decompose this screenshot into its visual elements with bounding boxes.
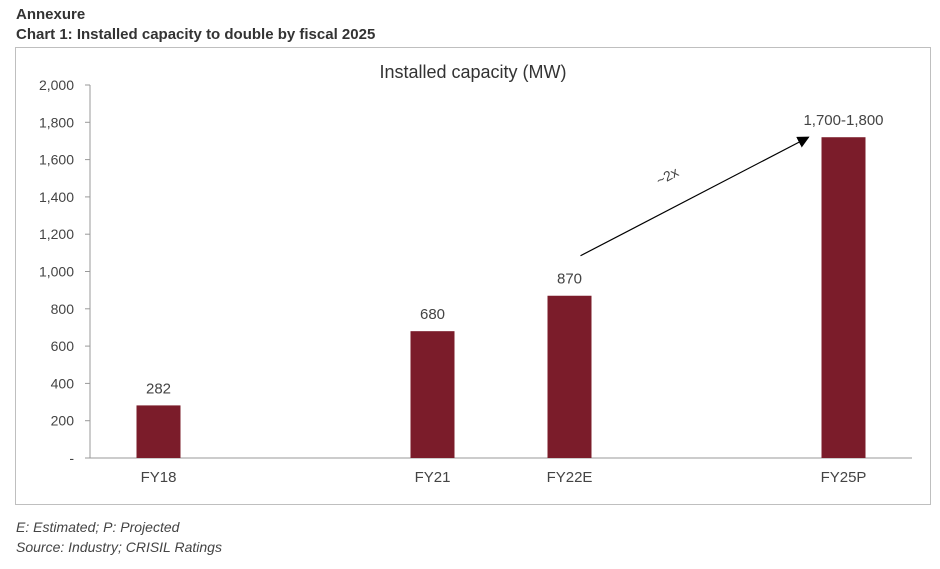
y-tick-label: 1,800 (39, 114, 74, 130)
y-tick-label: 200 (51, 413, 75, 429)
x-tick-label: FY18 (141, 469, 177, 486)
data-label: 680 (420, 306, 445, 323)
bar-fy25p (821, 137, 866, 458)
footnote: E: Estimated; P: Projected (16, 519, 180, 535)
x-tick-label: FY21 (415, 469, 451, 486)
y-tick-label: 1,400 (39, 189, 74, 205)
chart-frame (15, 47, 931, 505)
data-label: 282 (146, 380, 171, 397)
y-tick-label: 600 (51, 338, 75, 354)
data-label: 870 (557, 271, 582, 288)
chart-caption: Chart 1: Installed capacity to double by… (16, 26, 376, 43)
section-heading: Annexure (16, 6, 86, 23)
data-label: 1,700-1,800 (803, 112, 883, 129)
y-tick-label: - (69, 450, 74, 466)
x-tick-label: FY22E (547, 469, 593, 486)
bar-fy21 (410, 331, 455, 458)
y-tick-label: 1,000 (39, 264, 74, 280)
growth-arrow (580, 136, 810, 257)
x-tick-label: FY25P (821, 469, 867, 486)
bar-fy22e (547, 295, 592, 458)
y-tick-label: 1,600 (39, 152, 74, 168)
source-note: Source: Industry; CRISIL Ratings (16, 539, 222, 555)
y-tick-label: 800 (51, 301, 75, 317)
chart-title: Installed capacity (MW) (379, 62, 566, 82)
growth-annotation: ~2x (653, 164, 681, 189)
bar-fy18 (136, 405, 181, 458)
y-tick-label: 400 (51, 375, 75, 391)
y-tick-label: 2,000 (39, 77, 74, 93)
y-tick-label: 1,200 (39, 226, 74, 242)
